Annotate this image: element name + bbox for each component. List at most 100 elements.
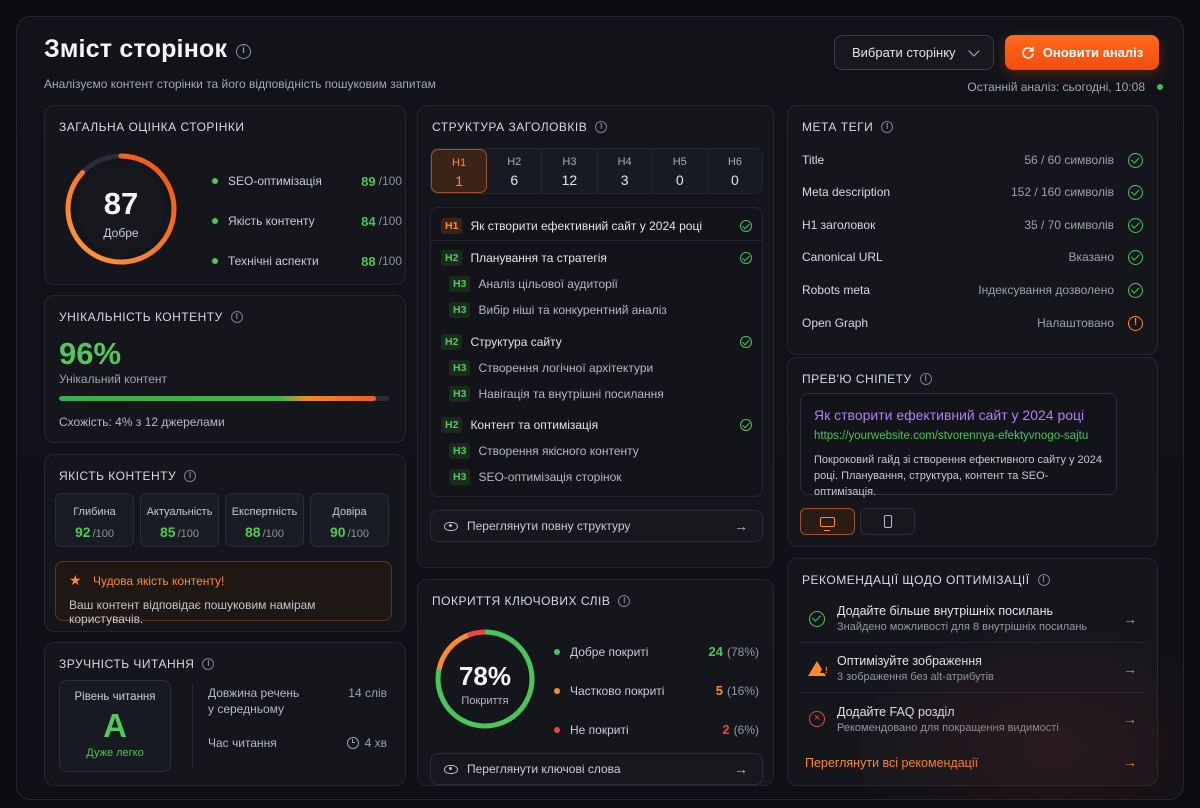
tab-h4[interactable]: H4 3 (598, 149, 653, 193)
update-analysis-button[interactable]: Оновити аналіз (1005, 35, 1159, 70)
tab-h6[interactable]: H6 0 (708, 149, 762, 193)
warning-circle-icon: ! (1128, 315, 1143, 331)
status-dot (1157, 84, 1163, 90)
heading-tag: H3 (449, 276, 471, 292)
heading-node[interactable]: H2 Планування та стратегія (431, 248, 762, 268)
score-item-technical: Технічні аспекти 88/100 (212, 241, 402, 281)
update-analysis-label: Оновити аналіз (1042, 45, 1144, 60)
status-dot (212, 178, 218, 184)
eye-icon (444, 764, 458, 774)
quality-tile: Актуальність 85/100 (140, 493, 219, 547)
recommendation-item[interactable]: Додайте більше внутрішніх посилань Знайде… (800, 595, 1145, 643)
check-circle-icon (809, 610, 825, 627)
info-icon[interactable]: i (230, 311, 243, 323)
info-icon[interactable]: i (595, 121, 608, 133)
recommendation-title: Оптимізуйте зображення (837, 654, 982, 668)
meta-row-label: Title (802, 153, 825, 167)
content-quality-card: ЯКІСТЬ КОНТЕНТУ i Глибина 92/100 Актуальні… (44, 454, 406, 632)
recommendations-title: РЕКОМЕНДАЦІЇ ЩОДО ОПТИМІЗАЦІЇ (802, 573, 1030, 587)
info-icon[interactable]: i (618, 595, 631, 607)
view-keywords-button[interactable]: Переглянути ключові слова → (430, 753, 763, 785)
tab-h1[interactable]: H1 1 (431, 149, 488, 193)
overall-score-card: ЗАГАЛЬНА ОЦІНКА СТОРІНКИ 87 Добре SEO-оп… (44, 105, 406, 285)
meta-row-label: H1 заголовок (802, 218, 876, 232)
heading-tag: H3 (449, 443, 471, 459)
heading-node[interactable]: H3 Створення якісного контенту (431, 441, 762, 461)
quality-note-body: Ваш контент відповідає пошуковим намірам… (69, 598, 316, 626)
heading-node[interactable]: H3 Аналіз цільової аудиторії (431, 274, 762, 294)
meta-row-open-graph: Open Graph Налаштовано! (802, 313, 1143, 333)
tab-label: H6 (727, 156, 742, 168)
reading-grade-desc: Дуже легко (86, 747, 144, 759)
info-icon[interactable]: i (184, 470, 197, 482)
tab-h5[interactable]: H5 0 (653, 149, 708, 193)
score-ring-progress (65, 153, 177, 265)
heading-node[interactable]: H1 Як створити ефективний сайт у 2024 роц… (431, 216, 762, 236)
tab-count: 6 (510, 172, 519, 188)
keyword-coverage-ring (435, 629, 535, 729)
tab-h3[interactable]: H3 12 (542, 149, 598, 193)
tab-count: 0 (675, 172, 684, 188)
score-item-seo: SEO-оптимізація 89/100 (212, 161, 402, 201)
arrow-right-icon: → (734, 518, 748, 534)
heading-tag: H2 (441, 417, 463, 433)
heading-node[interactable]: H3 SEO-оптимізація сторінок (431, 467, 762, 487)
warning-triangle-icon: ! (808, 660, 832, 676)
quality-tile-value: 85 (160, 524, 176, 540)
quality-tile-label: Актуальність (146, 506, 213, 518)
page-subtitle: Аналізуємо контент сторінки та його відп… (44, 77, 436, 91)
score-item-max: /100 (378, 254, 402, 268)
tab-h2[interactable]: H2 6 (487, 149, 543, 193)
arrow-right-icon: → (1123, 610, 1137, 627)
keyword-legend-item: Не покриті 2 (6%) (554, 710, 759, 749)
view-all-recommendations-link[interactable]: Переглянути всі рекомендації (805, 756, 979, 770)
recommendation-item[interactable]: ! Оптимізуйте зображення 3 зображення без… (800, 645, 1145, 693)
info-icon[interactable]: i (202, 658, 215, 670)
headings-structure-card: СТРУКТУРА ЗАГОЛОВКІВ i H1 1 H2 6 H3 12 H4 3 H… (417, 105, 774, 568)
view-full-structure-button[interactable]: Переглянути повну структуру → (430, 510, 763, 542)
heading-node[interactable]: H2 Контент та оптимізація (431, 415, 762, 435)
info-icon[interactable]: i (236, 44, 251, 59)
keyword-legend-item: Частково покриті 5 (16%) (554, 671, 759, 710)
status-dot (554, 648, 560, 655)
meta-row-value: 152 / 160 символів (1010, 185, 1114, 199)
quality-tile-max: /100 (347, 528, 369, 540)
keyword-legend-label: Добре покриті (570, 644, 649, 659)
meta-row-value: Індексування дозволено (978, 283, 1114, 297)
heading-tag: H2 (441, 334, 463, 350)
recommendation-subtitle: Знайдено можливості для 8 внутрішніх пос… (837, 621, 1088, 633)
meta-row-label: Open Graph (802, 316, 869, 330)
recommendations-card: РЕКОМЕНДАЦІЇ ЩОДО ОПТИМІЗАЦІЇ i Додайте б… (787, 558, 1158, 786)
heading-node[interactable]: H3 Навігація та внутрішні посилання (431, 384, 762, 404)
heading-text: Аналіз цільової аудиторії (478, 277, 618, 291)
status-dot (212, 218, 218, 224)
check-circle-icon (1128, 184, 1143, 200)
meta-row-robots: Robots meta Індексування дозволено (802, 280, 1143, 300)
quality-tile-max: /100 (92, 528, 114, 540)
tab-count: 1 (455, 173, 463, 189)
info-icon[interactable]: i (919, 373, 932, 385)
heading-tag: H3 (449, 302, 471, 318)
heading-node[interactable]: H2 Структура сайту (431, 332, 762, 352)
sentence-length-value: 14 слів (348, 686, 387, 700)
desktop-preview-button[interactable] (800, 508, 855, 535)
info-icon[interactable]: i (1037, 574, 1050, 586)
arrow-right-icon[interactable]: → (1123, 754, 1137, 770)
info-icon[interactable]: i (881, 121, 894, 133)
overall-score-label: Добре (103, 226, 139, 240)
heading-node[interactable]: H3 Вибір ніші та конкурентний аналіз (431, 300, 762, 320)
check-circle-icon (1128, 217, 1143, 233)
snippet-description: Покроковий гайд зі створення ефективного… (814, 454, 1103, 498)
recommendation-subtitle: Рекомендовано для покращення видимості (837, 721, 1059, 734)
page-select-dropdown[interactable]: Вибрати сторінку (834, 35, 994, 70)
mobile-preview-button[interactable] (860, 508, 915, 535)
page-select-label: Вибрати сторінку (852, 45, 956, 60)
heading-node[interactable]: H3 Створення логічної архітектури (431, 358, 762, 378)
quality-note: ★ Чудова якість контенту! Ваш контент ві… (55, 561, 392, 626)
score-item-max: /100 (378, 214, 402, 228)
score-item-label: SEO-оптимізація (228, 174, 322, 188)
uniqueness-value: 96% (59, 336, 122, 371)
recommendation-item[interactable]: × Додайте FAQ розділ Рекомендовано для по… (800, 695, 1145, 743)
check-circle-icon (1128, 152, 1143, 168)
sentence-length-label-1: Довжина речень (208, 686, 300, 700)
